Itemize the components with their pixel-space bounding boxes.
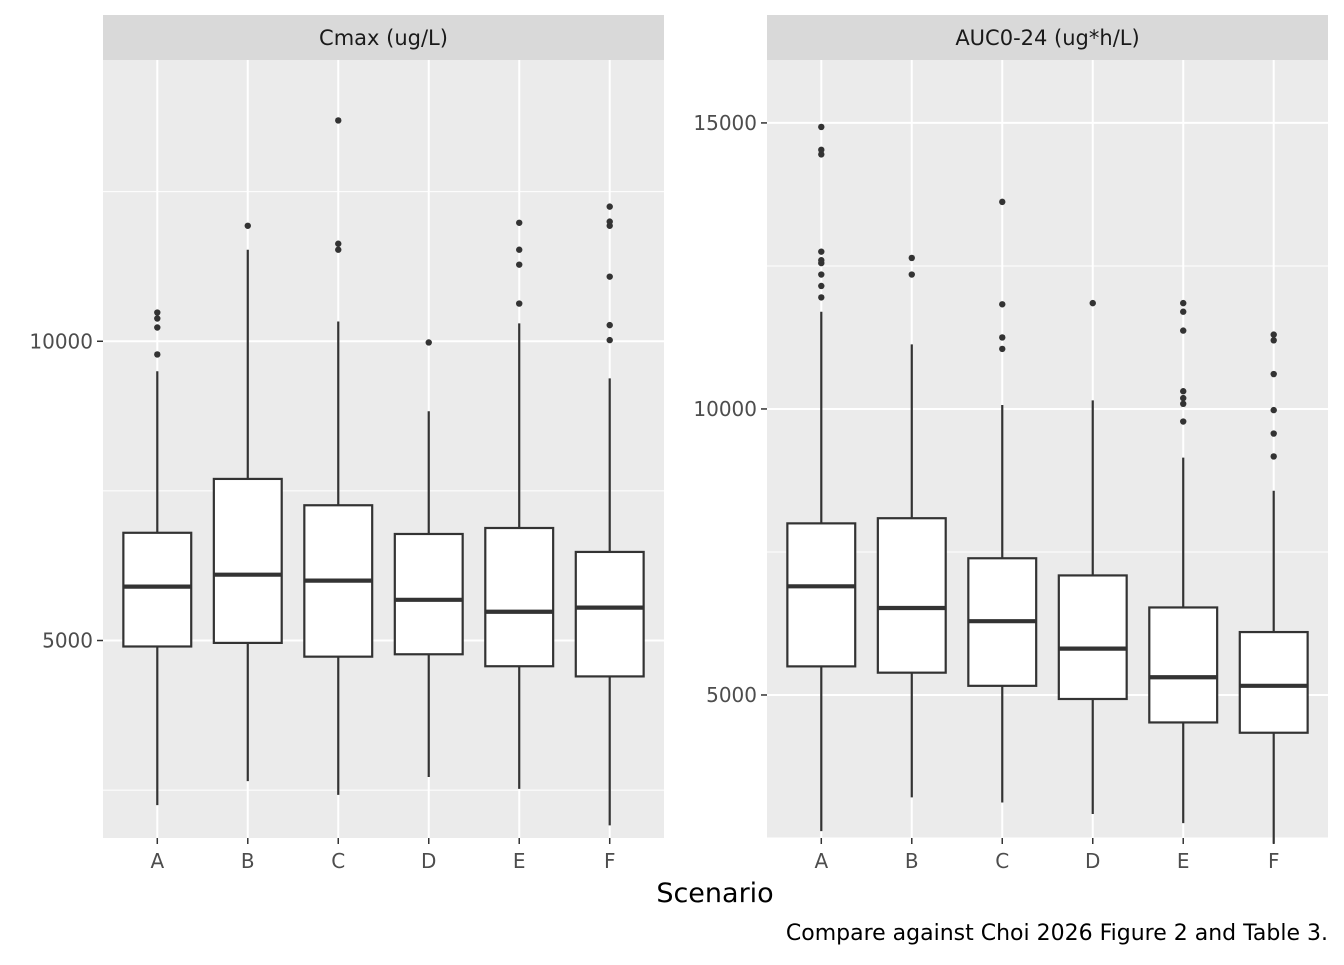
- box-D: [1057, 299, 1128, 814]
- outlier-point: [1180, 388, 1187, 395]
- y-tick-label: 5000: [706, 683, 757, 707]
- box-F: [574, 203, 645, 826]
- outlier-point: [908, 271, 915, 278]
- x-tick-label: B: [905, 849, 919, 873]
- outlier-point: [516, 246, 523, 253]
- x-tick-label: F: [604, 849, 616, 873]
- box-A: [122, 309, 193, 806]
- iqr-box: [484, 526, 555, 668]
- iqr-box: [786, 522, 857, 668]
- outlier-point: [999, 301, 1006, 308]
- outlier-point: [606, 321, 613, 329]
- outlier-point: [606, 218, 613, 225]
- caption: Compare against Choi 2026 Figure 2 and T…: [786, 921, 1328, 946]
- outlier-point: [154, 315, 161, 322]
- x-tick-label: D: [1085, 849, 1100, 873]
- outlier-point: [1180, 400, 1187, 408]
- outlier-point: [818, 257, 825, 264]
- panel-background: [103, 60, 664, 838]
- box-B: [212, 222, 283, 782]
- iqr-box: [212, 477, 283, 645]
- y-tick-label: 5000: [42, 629, 93, 653]
- x-tick-label: C: [995, 849, 1009, 873]
- box-C: [303, 117, 374, 795]
- iqr-box: [122, 531, 193, 648]
- outlier-point: [335, 117, 342, 124]
- box-A: [786, 123, 857, 832]
- iqr-box: [1238, 630, 1309, 734]
- panel-strip: [767, 15, 1328, 60]
- outlier-point: [999, 198, 1006, 206]
- x-tick-label: E: [1177, 849, 1190, 873]
- outlier-point: [1180, 308, 1187, 315]
- panel-title: AUC0-24 (ug*h/L): [955, 26, 1139, 50]
- y-tick-label: 10000: [693, 397, 757, 421]
- outlier-point: [818, 123, 825, 131]
- outlier-point: [999, 334, 1006, 341]
- outlier-point: [1270, 430, 1277, 437]
- x-tick-label: C: [331, 849, 345, 873]
- outlier-point: [1270, 406, 1277, 414]
- panel-2: AUC0-24 (ug*h/L) 5000 10000 15000 A B C D E F: [693, 15, 1328, 873]
- outlier-point: [818, 151, 825, 158]
- outlier-point: [818, 282, 825, 290]
- x-tick-label: A: [814, 849, 828, 873]
- outlier-point: [154, 309, 161, 316]
- x-tick-label: D: [421, 849, 436, 873]
- x-axis-title: Scenario: [656, 878, 773, 909]
- outlier-point: [606, 336, 613, 344]
- outlier-point: [908, 254, 915, 262]
- outlier-point: [1270, 453, 1277, 460]
- outlier-point: [999, 345, 1006, 353]
- y-tick-label: 15000: [693, 111, 757, 135]
- box-B: [876, 254, 947, 798]
- iqr-box: [1148, 606, 1219, 724]
- x-tick-label: B: [241, 849, 255, 873]
- panel-title: Cmax (ug/L): [319, 26, 448, 50]
- iqr-box: [393, 532, 464, 656]
- outlier-point: [154, 324, 161, 331]
- outlier-point: [1180, 299, 1187, 307]
- outlier-point: [244, 222, 251, 229]
- outlier-point: [818, 271, 825, 278]
- panel-strip: [103, 15, 664, 60]
- outlier-point: [1270, 337, 1277, 344]
- panel-1: Cmax (ug/L) 5000 10000 A B C D E F: [29, 15, 664, 873]
- iqr-box: [574, 550, 645, 678]
- y-tick-label: 10000: [29, 329, 93, 353]
- outlier-point: [818, 294, 825, 301]
- outlier-point: [154, 351, 161, 358]
- x-tick-label: F: [1268, 849, 1280, 873]
- outlier-point: [335, 246, 342, 253]
- outlier-point: [606, 273, 613, 280]
- box-E: [484, 219, 555, 789]
- iqr-box: [876, 517, 947, 674]
- outlier-point: [425, 339, 432, 346]
- outlier-point: [516, 300, 523, 307]
- outlier-point: [818, 248, 825, 255]
- box-D: [393, 339, 464, 777]
- outlier-point: [1180, 394, 1187, 402]
- outlier-point: [335, 240, 342, 247]
- panel-background: [767, 60, 1328, 838]
- box-C: [967, 198, 1038, 803]
- iqr-box: [1057, 574, 1128, 701]
- outlier-point: [1270, 331, 1277, 338]
- box-E: [1148, 299, 1219, 824]
- x-tick-label: E: [513, 849, 526, 873]
- outlier-point: [818, 146, 825, 154]
- outlier-point: [1270, 370, 1277, 378]
- box-F: [1238, 331, 1309, 844]
- x-tick-label: A: [150, 849, 164, 873]
- outlier-point: [1180, 418, 1187, 425]
- outlier-point: [1089, 299, 1096, 307]
- outlier-point: [516, 219, 523, 226]
- outlier-point: [516, 261, 523, 268]
- outlier-point: [606, 203, 613, 210]
- outlier-point: [1180, 327, 1187, 334]
